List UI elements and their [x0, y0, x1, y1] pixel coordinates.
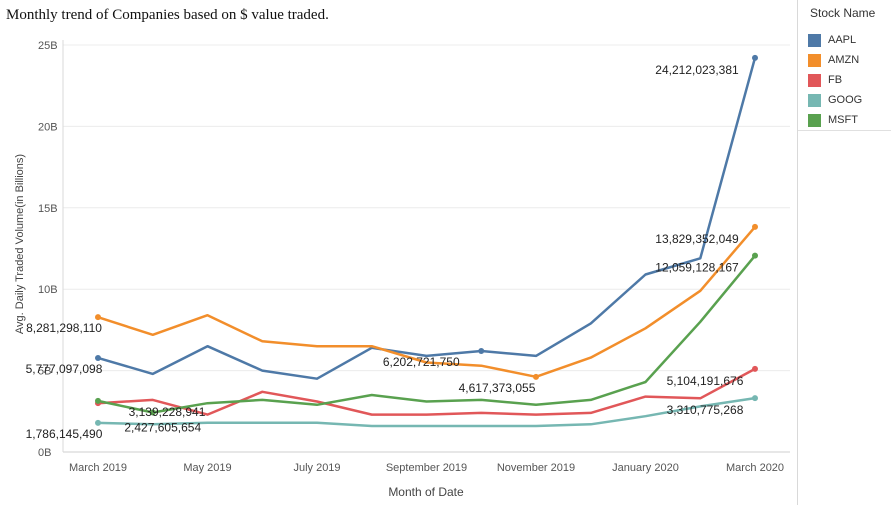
- legend-item-aapl[interactable]: AAPL: [808, 30, 862, 50]
- data-point-msft[interactable]: [752, 252, 758, 259]
- y-tick-label: 15B: [38, 203, 58, 215]
- axes: 0B 5B 10B 15B 20B 25B March 2019 May 2019 July 2…: [38, 40, 784, 474]
- legend-item-msft[interactable]: MSFT: [808, 110, 862, 130]
- data-label: 1,786,145,490: [26, 427, 103, 441]
- series-line-msft[interactable]: [97, 254, 756, 414]
- y-tick-label: 0B: [38, 447, 51, 459]
- series-points: [95, 54, 758, 426]
- data-label: 2,427,605,654: [124, 420, 201, 434]
- data-label: 5,777,097,098: [26, 362, 103, 376]
- legend-item-goog[interactable]: GOOG: [808, 90, 862, 110]
- data-labels: 5,777,097,098 6,202,721,750 24,212,023,381…: [26, 63, 744, 441]
- data-point-amzn[interactable]: [533, 373, 539, 380]
- x-axis-title: Month of Date: [388, 485, 464, 499]
- data-label: 24,212,023,381: [655, 63, 739, 77]
- data-label: 3,139,228,941: [129, 405, 206, 419]
- legend-list: AAPL AMZN FB GOOG MSFT: [808, 30, 862, 130]
- data-label: 12,059,128,167: [655, 261, 739, 275]
- legend-swatch: [808, 53, 821, 67]
- legend-label: MSFT: [828, 114, 858, 126]
- legend-swatch: [808, 113, 821, 127]
- legend-swatch: [808, 33, 821, 47]
- data-label: 5,104,191,676: [667, 374, 744, 388]
- data-point-amzn[interactable]: [95, 314, 101, 321]
- chart-title: Monthly trend of Companies based on $ va…: [6, 7, 329, 23]
- y-tick-label: 25B: [38, 40, 58, 52]
- series-lines: [97, 57, 757, 428]
- x-tick-label: January 2020: [612, 462, 679, 474]
- legend-label: GOOG: [828, 94, 863, 106]
- data-point-goog[interactable]: [752, 395, 758, 402]
- data-point-fb[interactable]: [752, 365, 758, 372]
- data-point-msft[interactable]: [95, 397, 101, 404]
- y-axis-title: Avg. Daily Traded Volume(in Billions): [14, 154, 26, 334]
- x-tick-label: September 2019: [386, 462, 467, 474]
- data-point-aapl[interactable]: [752, 54, 758, 61]
- data-point-msft[interactable]: [149, 409, 156, 416]
- data-label: 8,281,298,110: [26, 321, 102, 335]
- data-label: 3,310,775,268: [667, 403, 744, 417]
- legend-panel: Stock Name AAPL AMZN FB GOOG MSFT: [797, 0, 891, 505]
- data-point-goog[interactable]: [95, 419, 101, 426]
- series-line-aapl[interactable]: [97, 57, 757, 380]
- legend-label: FB: [828, 74, 843, 86]
- y-tick-label: 20B: [38, 121, 58, 133]
- x-tick-label: May 2019: [183, 462, 231, 474]
- x-tick-label: March 2020: [726, 462, 784, 474]
- y-tick-label: 10B: [38, 284, 58, 296]
- gridlines: [63, 44, 790, 453]
- legend-title: Stock Name: [810, 6, 876, 20]
- data-label: 6,202,721,750: [383, 355, 460, 369]
- legend-divider: [798, 130, 891, 131]
- legend-item-amzn[interactable]: AMZN: [808, 50, 862, 70]
- data-point-aapl[interactable]: [95, 354, 101, 361]
- series-line-amzn[interactable]: [97, 226, 756, 379]
- data-label: 13,829,352,049: [655, 232, 739, 246]
- x-tick-label: July 2019: [293, 462, 340, 474]
- data-label: 4,617,373,055: [459, 381, 536, 395]
- series-line-goog[interactable]: [97, 396, 756, 428]
- legend-swatch: [808, 73, 821, 87]
- x-tick-label: March 2019: [69, 462, 127, 474]
- series-line-fb[interactable]: [97, 367, 756, 416]
- x-tick-label: November 2019: [497, 462, 575, 474]
- data-point-aapl[interactable]: [478, 348, 485, 355]
- data-point-amzn[interactable]: [752, 223, 758, 230]
- legend-swatch: [808, 93, 821, 107]
- legend-label: AMZN: [828, 54, 860, 66]
- legend-item-fb[interactable]: FB: [808, 70, 862, 90]
- legend-label: AAPL: [828, 34, 857, 46]
- y-tick-label: 5B: [38, 366, 51, 378]
